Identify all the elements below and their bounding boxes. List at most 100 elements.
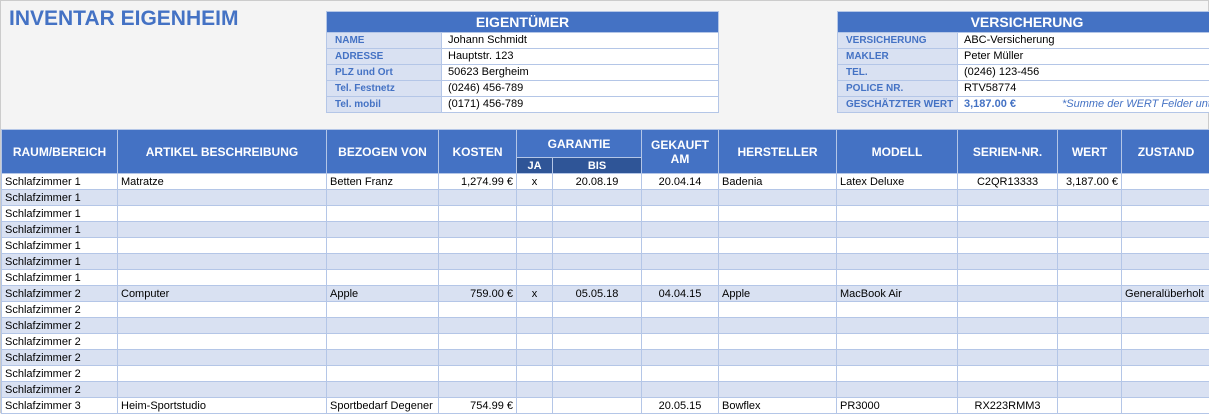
cell-ja[interactable] [517,366,553,382]
cell-room[interactable]: Schlafzimmer 1 [2,190,118,206]
cell-value[interactable]: 3,187.00 € [1058,174,1122,190]
col-bis[interactable]: BIS [553,158,642,174]
cell-bought[interactable] [642,238,719,254]
cell-desc[interactable] [118,318,327,334]
col-bought[interactable]: GEKAUFT AM [642,130,719,174]
cell-model[interactable] [837,206,958,222]
cell-value[interactable] [1058,302,1122,318]
cell-bought[interactable]: 20.04.14 [642,174,719,190]
cell-bis[interactable]: 20.08.19 [553,174,642,190]
cell-maker[interactable] [719,302,837,318]
cell-model[interactable] [837,302,958,318]
cell-bought[interactable] [642,254,719,270]
cell-cost[interactable] [439,302,517,318]
cell-ja[interactable] [517,318,553,334]
cell-model[interactable] [837,318,958,334]
cell-serial[interactable] [958,254,1058,270]
cell-cost[interactable] [439,382,517,398]
cell-room[interactable]: Schlafzimmer 1 [2,174,118,190]
cell-room[interactable]: Schlafzimmer 1 [2,206,118,222]
cell-bis[interactable] [553,318,642,334]
cell-maker[interactable] [719,190,837,206]
cell-serial[interactable]: C2QR13333 [958,174,1058,190]
cell-model[interactable] [837,334,958,350]
cell-serial[interactable] [958,302,1058,318]
col-room[interactable]: RAUM/BEREICH [2,130,118,174]
cell-state[interactable] [1122,222,1209,238]
cell-model[interactable] [837,350,958,366]
info-value[interactable]: Johann Schmidt [442,33,718,48]
cell-bis[interactable] [553,206,642,222]
cell-maker[interactable] [719,366,837,382]
cell-bis[interactable] [553,398,642,414]
cell-from[interactable]: Apple [327,286,439,302]
cell-model[interactable]: Latex Deluxe [837,174,958,190]
cell-from[interactable] [327,382,439,398]
cell-bis[interactable] [553,334,642,350]
col-cost[interactable]: KOSTEN [439,130,517,174]
cell-from[interactable] [327,254,439,270]
cell-desc[interactable] [118,302,327,318]
cell-maker[interactable]: Badenia [719,174,837,190]
cell-state[interactable] [1122,270,1209,286]
cell-model[interactable] [837,366,958,382]
cell-cost[interactable] [439,350,517,366]
cell-serial[interactable] [958,318,1058,334]
col-from[interactable]: BEZOGEN VON [327,130,439,174]
cell-room[interactable]: Schlafzimmer 2 [2,302,118,318]
info-value[interactable]: (0246) 456-789 [442,81,718,96]
col-warranty[interactable]: GARANTIE [517,130,642,158]
col-desc[interactable]: ARTIKEL BESCHREIBUNG [118,130,327,174]
cell-state[interactable] [1122,350,1209,366]
cell-value[interactable] [1058,318,1122,334]
cell-bis[interactable]: 05.05.18 [553,286,642,302]
cell-ja[interactable]: x [517,286,553,302]
cell-cost[interactable] [439,334,517,350]
cell-value[interactable] [1058,190,1122,206]
info-value[interactable]: RTV58774 [958,81,1209,96]
cell-room[interactable]: Schlafzimmer 2 [2,318,118,334]
cell-bought[interactable]: 20.05.15 [642,398,719,414]
cell-from[interactable] [327,206,439,222]
cell-model[interactable] [837,254,958,270]
cell-from[interactable]: Betten Franz [327,174,439,190]
col-state[interactable]: ZUSTAND [1122,130,1209,174]
col-maker[interactable]: HERSTELLER [719,130,837,174]
cell-state[interactable] [1122,398,1209,414]
cell-desc[interactable] [118,206,327,222]
cell-cost[interactable] [439,222,517,238]
cell-cost[interactable] [439,318,517,334]
cell-serial[interactable] [958,350,1058,366]
cell-serial[interactable] [958,238,1058,254]
cell-cost[interactable] [439,238,517,254]
cell-state[interactable] [1122,174,1209,190]
cell-model[interactable] [837,270,958,286]
cell-maker[interactable] [719,270,837,286]
cell-serial[interactable] [958,222,1058,238]
cell-room[interactable]: Schlafzimmer 1 [2,254,118,270]
cell-room[interactable]: Schlafzimmer 1 [2,270,118,286]
cell-desc[interactable] [118,350,327,366]
cell-ja[interactable]: x [517,174,553,190]
cell-model[interactable] [837,382,958,398]
info-value[interactable]: Peter Müller [958,49,1209,64]
cell-cost[interactable] [439,254,517,270]
cell-bis[interactable] [553,190,642,206]
cell-value[interactable] [1058,286,1122,302]
cell-from[interactable] [327,302,439,318]
cell-desc[interactable] [118,334,327,350]
cell-ja[interactable] [517,270,553,286]
cell-state[interactable]: Generalüberholt [1122,286,1209,302]
col-value[interactable]: WERT [1058,130,1122,174]
cell-bought[interactable] [642,350,719,366]
cell-desc[interactable]: Matratze [118,174,327,190]
cell-state[interactable] [1122,302,1209,318]
cell-serial[interactable] [958,366,1058,382]
cell-serial[interactable] [958,334,1058,350]
cell-state[interactable] [1122,238,1209,254]
cell-model[interactable] [837,238,958,254]
cell-value[interactable] [1058,334,1122,350]
info-value[interactable]: (0171) 456-789 [442,97,718,112]
cell-bought[interactable] [642,302,719,318]
cell-model[interactable] [837,190,958,206]
